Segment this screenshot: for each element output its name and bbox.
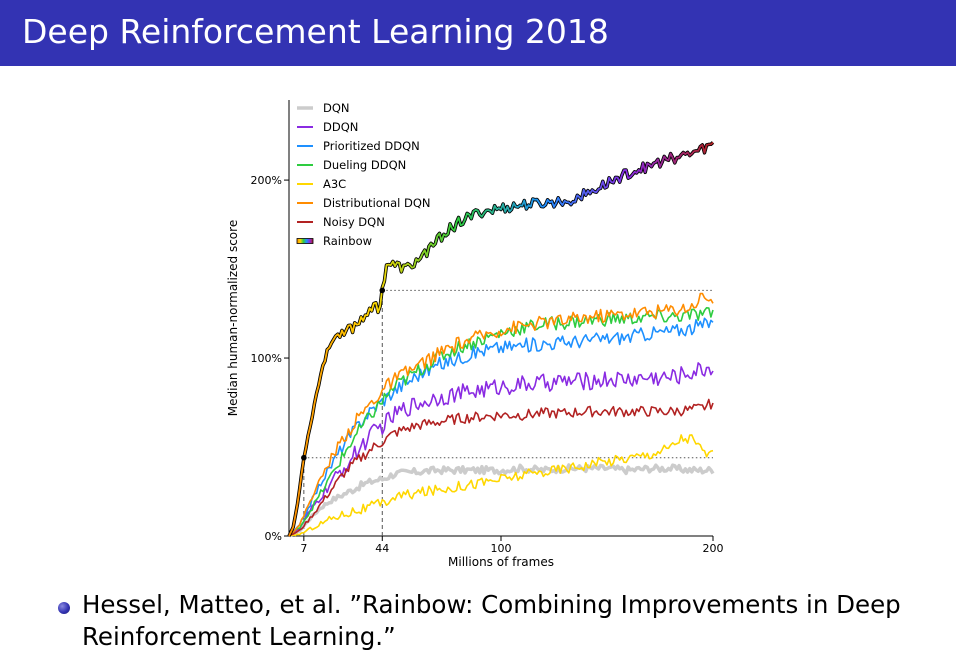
reference-text: Hessel, Matteo, et al. ”Rainbow: Combini… xyxy=(82,589,932,653)
marker-point xyxy=(301,454,307,461)
series-line-distributional-dqn xyxy=(288,292,714,537)
y-tick-label: 200% xyxy=(251,174,282,187)
x-tick-label: 7 xyxy=(300,542,307,555)
title-bar: Deep Reinforcement Learning 2018 xyxy=(0,0,956,66)
reference-line-1: Hessel, Matteo, et al. ”Rainbow: Combini… xyxy=(82,590,901,619)
legend-label: Rainbow xyxy=(323,234,372,248)
chart: 0% 100% 200% 7 44 100 200 Millions of frames Med… xyxy=(226,100,724,569)
x-tick-label: 200 xyxy=(703,542,724,555)
legend-swatch xyxy=(296,238,314,244)
series-line-noisy-dqn xyxy=(288,398,714,537)
legend: DQN DDQN Prioritized DDQN Dueling DDQN A3C Di… xyxy=(296,101,431,248)
slide-title: Deep Reinforcement Learning 2018 xyxy=(22,12,609,51)
y-tick-label: 0% xyxy=(265,530,282,543)
series-line-ddqn xyxy=(288,362,714,537)
legend-label: Dueling DDQN xyxy=(323,158,406,172)
marker-point xyxy=(379,287,386,294)
series-line-prioritized-ddqn xyxy=(288,317,714,537)
legend-label: A3C xyxy=(323,177,346,191)
series-line-dueling-ddqn xyxy=(288,307,714,537)
series-line-dqn xyxy=(288,463,715,538)
legend-label: DQN xyxy=(323,101,350,115)
legend-label: Noisy DQN xyxy=(323,215,385,229)
y-tick-label: 100% xyxy=(251,352,282,365)
x-tick-label: 100 xyxy=(491,542,512,555)
legend-label: Prioritized DDQN xyxy=(323,139,420,153)
x-axis-label: Millions of frames xyxy=(448,555,554,569)
reference-line-2: Reinforcement Learning.” xyxy=(82,622,396,651)
bullet-icon xyxy=(58,602,70,614)
series-line-rainbow xyxy=(288,141,714,537)
legend-label: Distributional DQN xyxy=(323,196,431,210)
y-axis-label: Median human-normalized score xyxy=(226,220,240,416)
series-line-a3c xyxy=(288,434,714,537)
x-tick-label: 44 xyxy=(375,542,389,555)
legend-label: DDQN xyxy=(323,120,358,134)
